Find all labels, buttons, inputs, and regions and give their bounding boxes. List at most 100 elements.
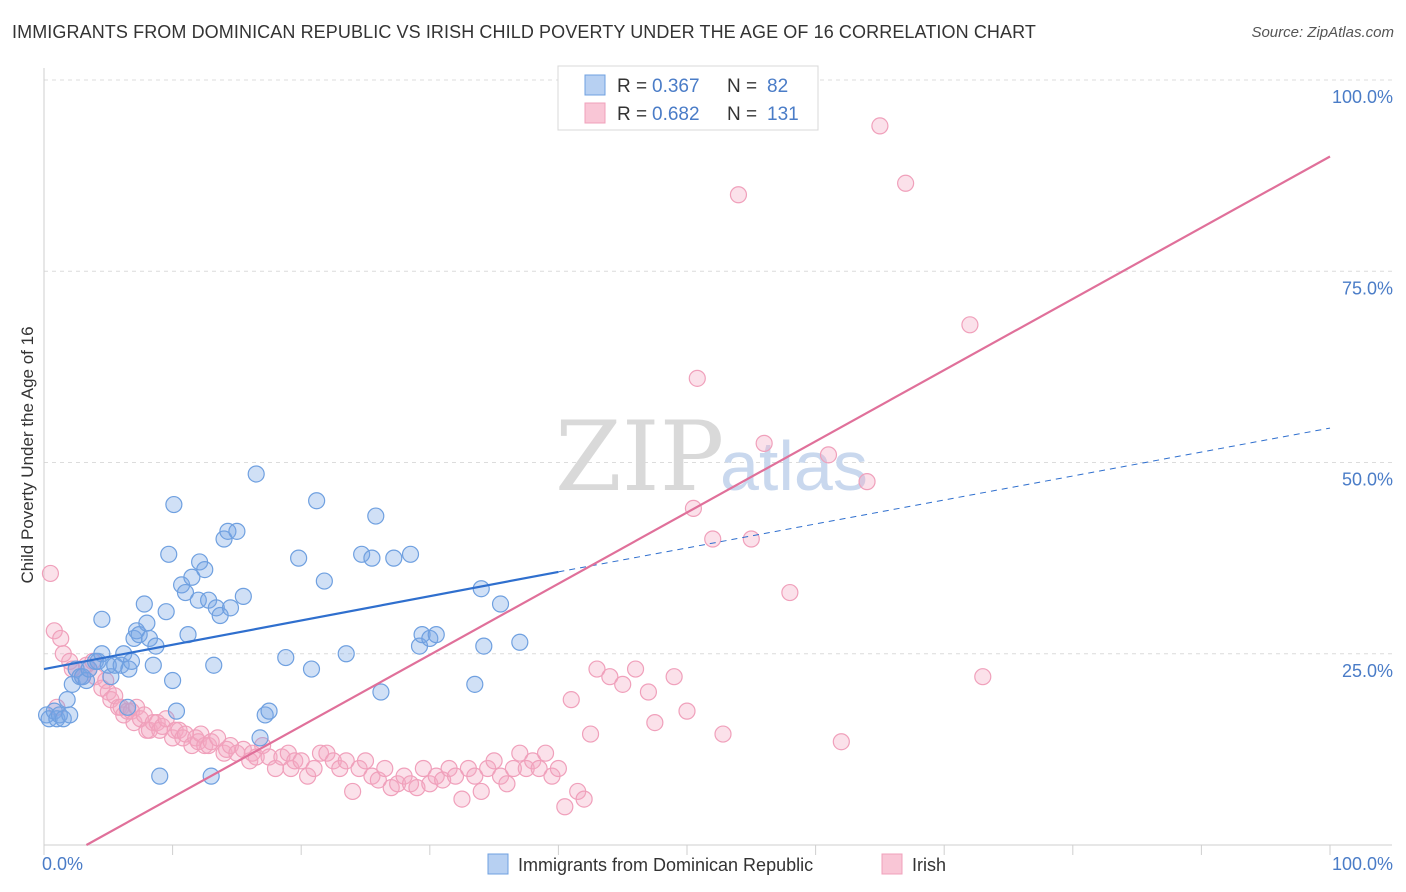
irish-point-110 [614,675,632,693]
irish-point-62 [292,752,310,770]
irish-point-107 [581,725,600,743]
dominican-point-35 [157,603,175,621]
dominican-point-37 [164,671,182,690]
chart-title: IMMIGRANTS FROM DOMINICAN REPUBLIC VS IR… [12,22,1036,42]
dominican-point-39 [167,702,186,720]
irish-point-90 [472,782,490,801]
irish-point-103 [556,798,574,816]
dominican-point-61 [277,648,295,667]
dominican-point-30 [138,614,156,632]
irish-point-81 [414,759,432,778]
irish-point-106 [575,790,593,808]
dominican-point-70 [372,683,390,701]
irish-point-129 [961,316,979,334]
irish-point-72 [356,752,375,770]
irish-point-123 [781,583,799,602]
irish-point-65 [311,744,330,762]
bottom-legend-label-irish: Irish [912,855,946,875]
irish-point-89 [466,767,484,785]
dominican-point-34 [151,767,169,785]
dominican-point-74 [413,626,431,644]
irish-point-117 [688,369,706,387]
legend-r-value-2: 0.682 [652,104,700,125]
axes [43,68,1392,855]
trend-lines [43,155,1331,846]
irish-point-118 [704,530,722,548]
dominican-point-25 [122,652,141,671]
legend-r-label-2: R = [617,104,647,125]
irish-point-61 [286,752,304,770]
irish-point-3 [52,629,70,648]
dominican-point-64 [308,492,326,510]
irish-point-125 [832,733,850,751]
dominican-point-6 [58,691,76,709]
dominican-point-32 [144,656,162,674]
dominican-point-49 [205,656,223,674]
dominican-point-53 [219,522,237,540]
dominican-point-63 [302,660,321,678]
dominican-point-55 [228,522,246,540]
series-dominican-points [37,465,529,785]
dominican-point-67 [353,545,371,563]
trend-line-irish [85,155,1331,846]
dominican-point-60 [260,702,278,720]
dominican-point-68 [363,549,381,567]
irish-point-96 [511,744,529,762]
irish-point-124 [819,446,838,464]
legend-r-label-1: R = [617,76,647,97]
irish-point-87 [453,790,471,808]
bottom-legend: Immigrants from Dominican Republic Irish [487,853,946,875]
dominican-point-38 [165,495,183,514]
irish-point-92 [485,752,503,770]
bottom-legend-swatch-pink [881,853,903,875]
legend: R = 0.367 N = 82 R = 0.682 N = 131 [557,65,819,131]
grid [44,79,1392,655]
irish-point-104 [562,691,580,709]
irish-point-127 [871,117,889,135]
watermark-zip: ZIP [555,401,724,513]
irish-point-114 [665,668,683,686]
y-tick-label-3: 100.0% [1332,87,1393,107]
dominican-point-56 [234,587,252,605]
irish-point-46 [209,729,227,747]
irish-point-126 [858,473,876,491]
dominican-point-79 [475,637,493,655]
y-tick-label-0: 25.0% [1342,661,1393,681]
series-irish-points [41,117,992,816]
irish-point-109 [601,668,619,686]
dominican-point-36 [160,545,178,563]
irish-point-111 [626,660,645,678]
dominican-point-7 [61,706,79,724]
dominican-point-72 [401,545,420,563]
irish-point-121 [742,530,760,548]
dominican-point-43 [183,568,201,586]
watermark-atlas: atlas [720,427,868,505]
irish-point-119 [714,725,732,743]
irish-point-108 [588,660,606,678]
dominican-point-29 [135,595,153,613]
irish-point-115 [678,702,696,720]
source-label: Source: ZipAtlas.com [1251,24,1394,41]
dominican-point-41 [176,583,195,602]
dominican-point-77 [466,675,484,693]
irish-point-95 [504,759,522,778]
dominican-point-80 [491,595,510,613]
legend-swatch-pink [584,102,606,124]
legend-swatch-blue [584,74,606,96]
irish-point-70 [344,782,362,801]
irish-point-113 [646,713,664,732]
trend-line-dominican-extension [558,427,1331,573]
irish-point-0 [41,564,60,583]
dominican-point-78 [472,580,490,598]
irish-point-69 [337,752,355,770]
legend-n-value-2: 131 [767,104,799,125]
y-tick-label-2: 75.0% [1342,278,1393,298]
trend-line-dominican [43,570,559,671]
dominican-point-58 [251,729,269,747]
y-tick-label-1: 50.0% [1342,470,1393,490]
irish-point-80 [408,779,426,797]
dominican-point-23 [118,698,137,716]
irish-point-75 [376,759,394,778]
dominican-point-17 [93,610,111,628]
watermark: ZIP atlas [555,401,868,513]
